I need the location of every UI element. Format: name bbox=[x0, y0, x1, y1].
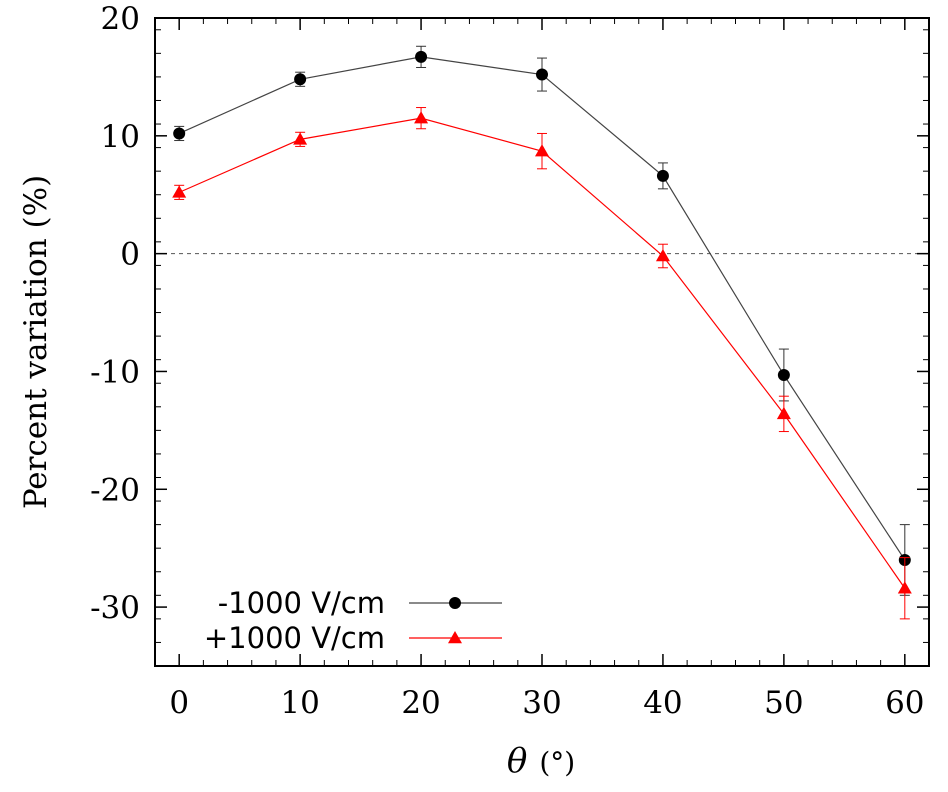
series-neg-point bbox=[415, 50, 428, 63]
y-tick-label: -20 bbox=[90, 472, 140, 508]
series-neg-line bbox=[178, 56, 906, 561]
x-tick-label: 0 bbox=[169, 685, 189, 721]
x-tick-label: 40 bbox=[643, 685, 682, 721]
legend-entry-pos-marker bbox=[448, 631, 462, 644]
y-tick-label: 20 bbox=[101, 1, 140, 37]
legend-entry-pos-label: +1000 V/cm bbox=[204, 621, 385, 655]
legend-entry-neg-label: -1000 V/cm bbox=[218, 586, 385, 620]
series-neg-point bbox=[656, 169, 669, 182]
x-tick-label: 50 bbox=[764, 685, 803, 721]
series-pos-point bbox=[172, 185, 187, 198]
tick-label-layer: 0 10 20 30 40 50 60 20 10 0 -10 -20 -30 bbox=[90, 1, 924, 721]
series-pos-point bbox=[414, 111, 429, 124]
series-neg-point bbox=[777, 368, 790, 381]
x-tick-label: 10 bbox=[280, 685, 319, 721]
series-pos-point bbox=[293, 132, 308, 145]
x-tick-label: 30 bbox=[522, 685, 561, 721]
x-axis-symbol: θ bbox=[507, 741, 527, 781]
axis-layer bbox=[154, 17, 930, 667]
plot-frame bbox=[154, 17, 930, 667]
series-pos-point bbox=[655, 248, 670, 262]
legend: -1000 V/cm+1000 V/cm bbox=[204, 586, 502, 655]
x-tick-label: 20 bbox=[401, 685, 440, 721]
series-pos-point bbox=[776, 406, 791, 420]
legend-entry-neg-marker bbox=[449, 597, 461, 609]
y-axis-label: Percent variation (%) bbox=[18, 175, 54, 509]
series-layer bbox=[172, 45, 912, 620]
series-pos-line bbox=[178, 117, 906, 589]
series-neg-point bbox=[294, 73, 307, 86]
x-tick-label: 60 bbox=[885, 685, 924, 721]
series-neg-point bbox=[173, 127, 186, 140]
series-neg-point bbox=[536, 68, 548, 81]
y-tick-label: 0 bbox=[120, 237, 140, 273]
y-tick-label: -30 bbox=[90, 590, 140, 626]
x-axis-label: θ (°) bbox=[507, 741, 575, 781]
x-axis-unit: (°) bbox=[539, 746, 575, 779]
y-tick-label: 10 bbox=[101, 119, 140, 155]
y-tick-label: -10 bbox=[90, 354, 140, 390]
series-pos-point bbox=[535, 144, 549, 157]
series-pos-point bbox=[897, 581, 912, 594]
